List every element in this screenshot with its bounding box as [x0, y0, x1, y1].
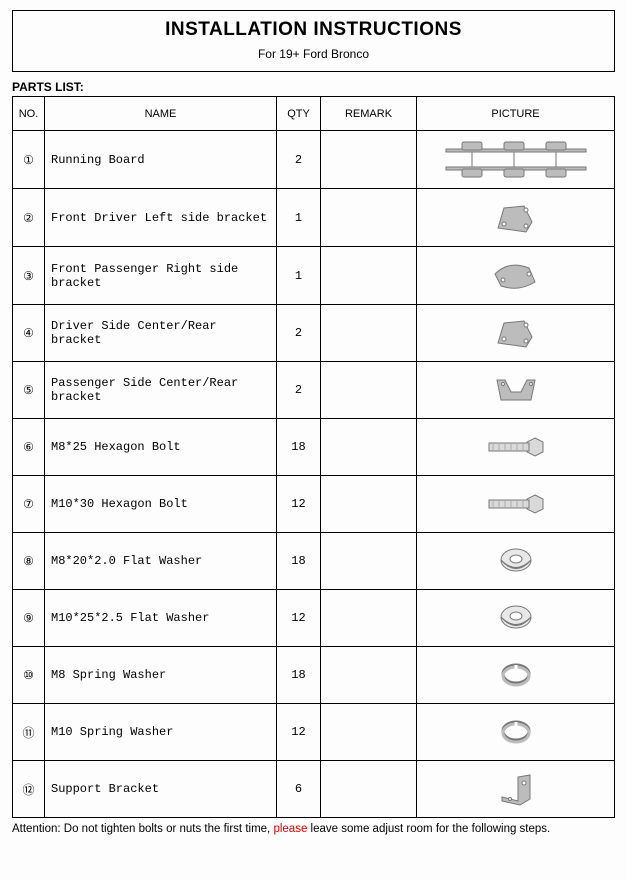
bolt-icon — [483, 489, 549, 519]
cell-remark — [321, 362, 417, 419]
footer-suffix: leave some adjust room for the following… — [307, 823, 550, 835]
table-row: ⑫Support Bracket6 — [13, 761, 615, 818]
cell-no: ② — [13, 189, 45, 247]
parts-table: NO. NAME QTY REMARK PICTURE ①Running Boa… — [12, 96, 615, 818]
table-row: ⑤Passenger Side Center/Rear bracket2 — [13, 362, 615, 419]
table-row: ⑨M10*25*2.5 Flat Washer12 — [13, 590, 615, 647]
cell-qty: 12 — [277, 704, 321, 761]
cell-name: M8*25 Hexagon Bolt — [45, 419, 277, 476]
col-qty: QTY — [277, 97, 321, 131]
cell-no: ⑨ — [13, 590, 45, 647]
bracket-c-icon — [487, 370, 545, 410]
cell-no: ⑤ — [13, 362, 45, 419]
cell-qty: 18 — [277, 647, 321, 704]
table-row: ⑪M10 Spring Washer12 — [13, 704, 615, 761]
cell-picture — [417, 476, 615, 533]
cell-picture — [417, 419, 615, 476]
title-box: INSTALLATION INSTRUCTIONS For 19+ Ford B… — [12, 10, 615, 72]
cell-picture — [417, 189, 615, 247]
table-row: ⑥M8*25 Hexagon Bolt18 — [13, 419, 615, 476]
bracket-a-icon — [490, 198, 542, 238]
cell-picture — [417, 533, 615, 590]
table-row: ⑦M10*30 Hexagon Bolt12 — [13, 476, 615, 533]
footer-prefix: Attention: Do not tighten bolts or nuts … — [12, 823, 273, 835]
cell-no: ⑫ — [13, 761, 45, 818]
cell-remark — [321, 533, 417, 590]
cell-remark — [321, 247, 417, 305]
cell-picture — [417, 362, 615, 419]
cell-qty: 12 — [277, 476, 321, 533]
cell-remark — [321, 476, 417, 533]
table-row: ①Running Board2 — [13, 131, 615, 189]
cell-no: ④ — [13, 305, 45, 362]
page-title: INSTALLATION INSTRUCTIONS — [13, 19, 614, 41]
cell-name: Front Passenger Right side bracket — [45, 247, 277, 305]
table-row: ⑩M8 Spring Washer18 — [13, 647, 615, 704]
cell-name: Driver Side Center/Rear bracket — [45, 305, 277, 362]
cell-remark — [321, 704, 417, 761]
cell-name: M8*20*2.0 Flat Washer — [45, 533, 277, 590]
flat-washer-icon — [496, 602, 536, 634]
col-no: NO. — [13, 97, 45, 131]
cell-name: Support Bracket — [45, 761, 277, 818]
col-picture: PICTURE — [417, 97, 615, 131]
col-remark: REMARK — [321, 97, 417, 131]
cell-name: Front Driver Left side bracket — [45, 189, 277, 247]
cell-qty: 2 — [277, 131, 321, 189]
cell-picture — [417, 590, 615, 647]
cell-no: ⑦ — [13, 476, 45, 533]
cell-no: ⑧ — [13, 533, 45, 590]
cell-qty: 6 — [277, 761, 321, 818]
cell-no: ③ — [13, 247, 45, 305]
cell-qty: 1 — [277, 189, 321, 247]
bolt-icon — [483, 432, 549, 462]
bracket-a-icon — [490, 313, 542, 353]
bracket-b-icon — [489, 256, 543, 296]
footer-red: please — [273, 823, 307, 835]
cell-remark — [321, 419, 417, 476]
table-row: ⑧M8*20*2.0 Flat Washer18 — [13, 533, 615, 590]
support-bracket-icon — [494, 769, 538, 809]
cell-remark — [321, 647, 417, 704]
cell-name: M10*30 Hexagon Bolt — [45, 476, 277, 533]
cell-picture — [417, 247, 615, 305]
table-row: ③Front Passenger Right side bracket1 — [13, 247, 615, 305]
cell-name: Passenger Side Center/Rear bracket — [45, 362, 277, 419]
footer-note: Attention: Do not tighten bolts or nuts … — [12, 822, 615, 837]
cell-no: ⑪ — [13, 704, 45, 761]
page-subtitle: For 19+ Ford Bronco — [13, 47, 614, 61]
cell-picture — [417, 704, 615, 761]
cell-remark — [321, 189, 417, 247]
cell-no: ⑥ — [13, 419, 45, 476]
cell-qty: 18 — [277, 419, 321, 476]
cell-qty: 2 — [277, 362, 321, 419]
cell-remark — [321, 305, 417, 362]
cell-remark — [321, 761, 417, 818]
table-row: ④Driver Side Center/Rear bracket2 — [13, 305, 615, 362]
cell-name: Running Board — [45, 131, 277, 189]
cell-name: M10*25*2.5 Flat Washer — [45, 590, 277, 647]
cell-name: M8 Spring Washer — [45, 647, 277, 704]
running-board-icon — [442, 137, 590, 182]
flat-washer-icon — [496, 545, 536, 577]
spring-washer-icon — [496, 659, 536, 691]
cell-qty: 12 — [277, 590, 321, 647]
cell-picture — [417, 761, 615, 818]
cell-picture — [417, 647, 615, 704]
cell-no: ⑩ — [13, 647, 45, 704]
table-row: ②Front Driver Left side bracket1 — [13, 189, 615, 247]
col-name: NAME — [45, 97, 277, 131]
spring-washer-icon — [496, 716, 536, 748]
cell-remark — [321, 590, 417, 647]
cell-name: M10 Spring Washer — [45, 704, 277, 761]
cell-qty: 2 — [277, 305, 321, 362]
parts-list-label: PARTS LIST: — [12, 80, 615, 94]
cell-picture — [417, 305, 615, 362]
cell-picture — [417, 131, 615, 189]
cell-no: ① — [13, 131, 45, 189]
cell-qty: 1 — [277, 247, 321, 305]
cell-remark — [321, 131, 417, 189]
cell-qty: 18 — [277, 533, 321, 590]
